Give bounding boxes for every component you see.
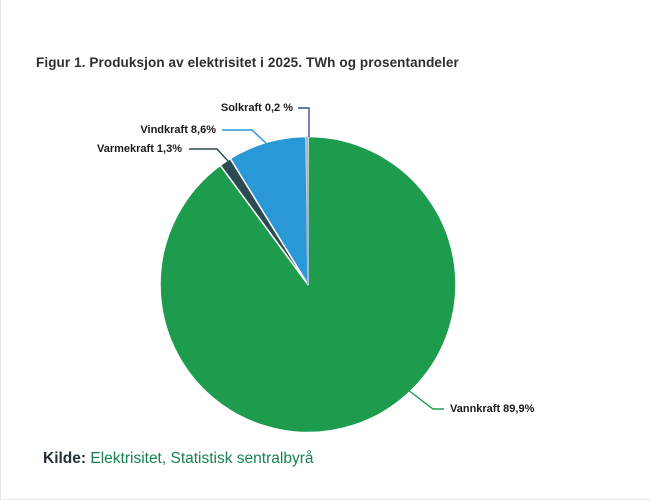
source-label: Kilde:: [43, 450, 87, 467]
slice-label-vannkraft: Vannkraft 89,9%: [450, 403, 535, 415]
source-line: Kilde: Elektrisitet, Statistisk sentralb…: [43, 450, 313, 468]
leader-line-vindkraft: [222, 129, 268, 145]
source-link[interactable]: Elektrisitet, Statistisk sentralbyrå: [90, 450, 314, 467]
leader-line-vannkraft: [407, 389, 444, 410]
slice-label-solkraft: Solkraft 0,2 %: [220, 102, 293, 114]
figure-title: Figur 1. Produksjon av elektrisitet i 20…: [36, 55, 459, 70]
leader-line-varmekraft: [189, 148, 229, 162]
slice-label-varmekraft: Varmekraft 1,3%: [97, 143, 182, 155]
pie-slice-solkraft[interactable]: [306, 136, 309, 285]
slice-label-vindkraft: Vindkraft 8,6%: [140, 124, 216, 136]
pie-slice-vindkraft[interactable]: [229, 135, 309, 286]
leader-line-solkraft: [298, 107, 310, 137]
